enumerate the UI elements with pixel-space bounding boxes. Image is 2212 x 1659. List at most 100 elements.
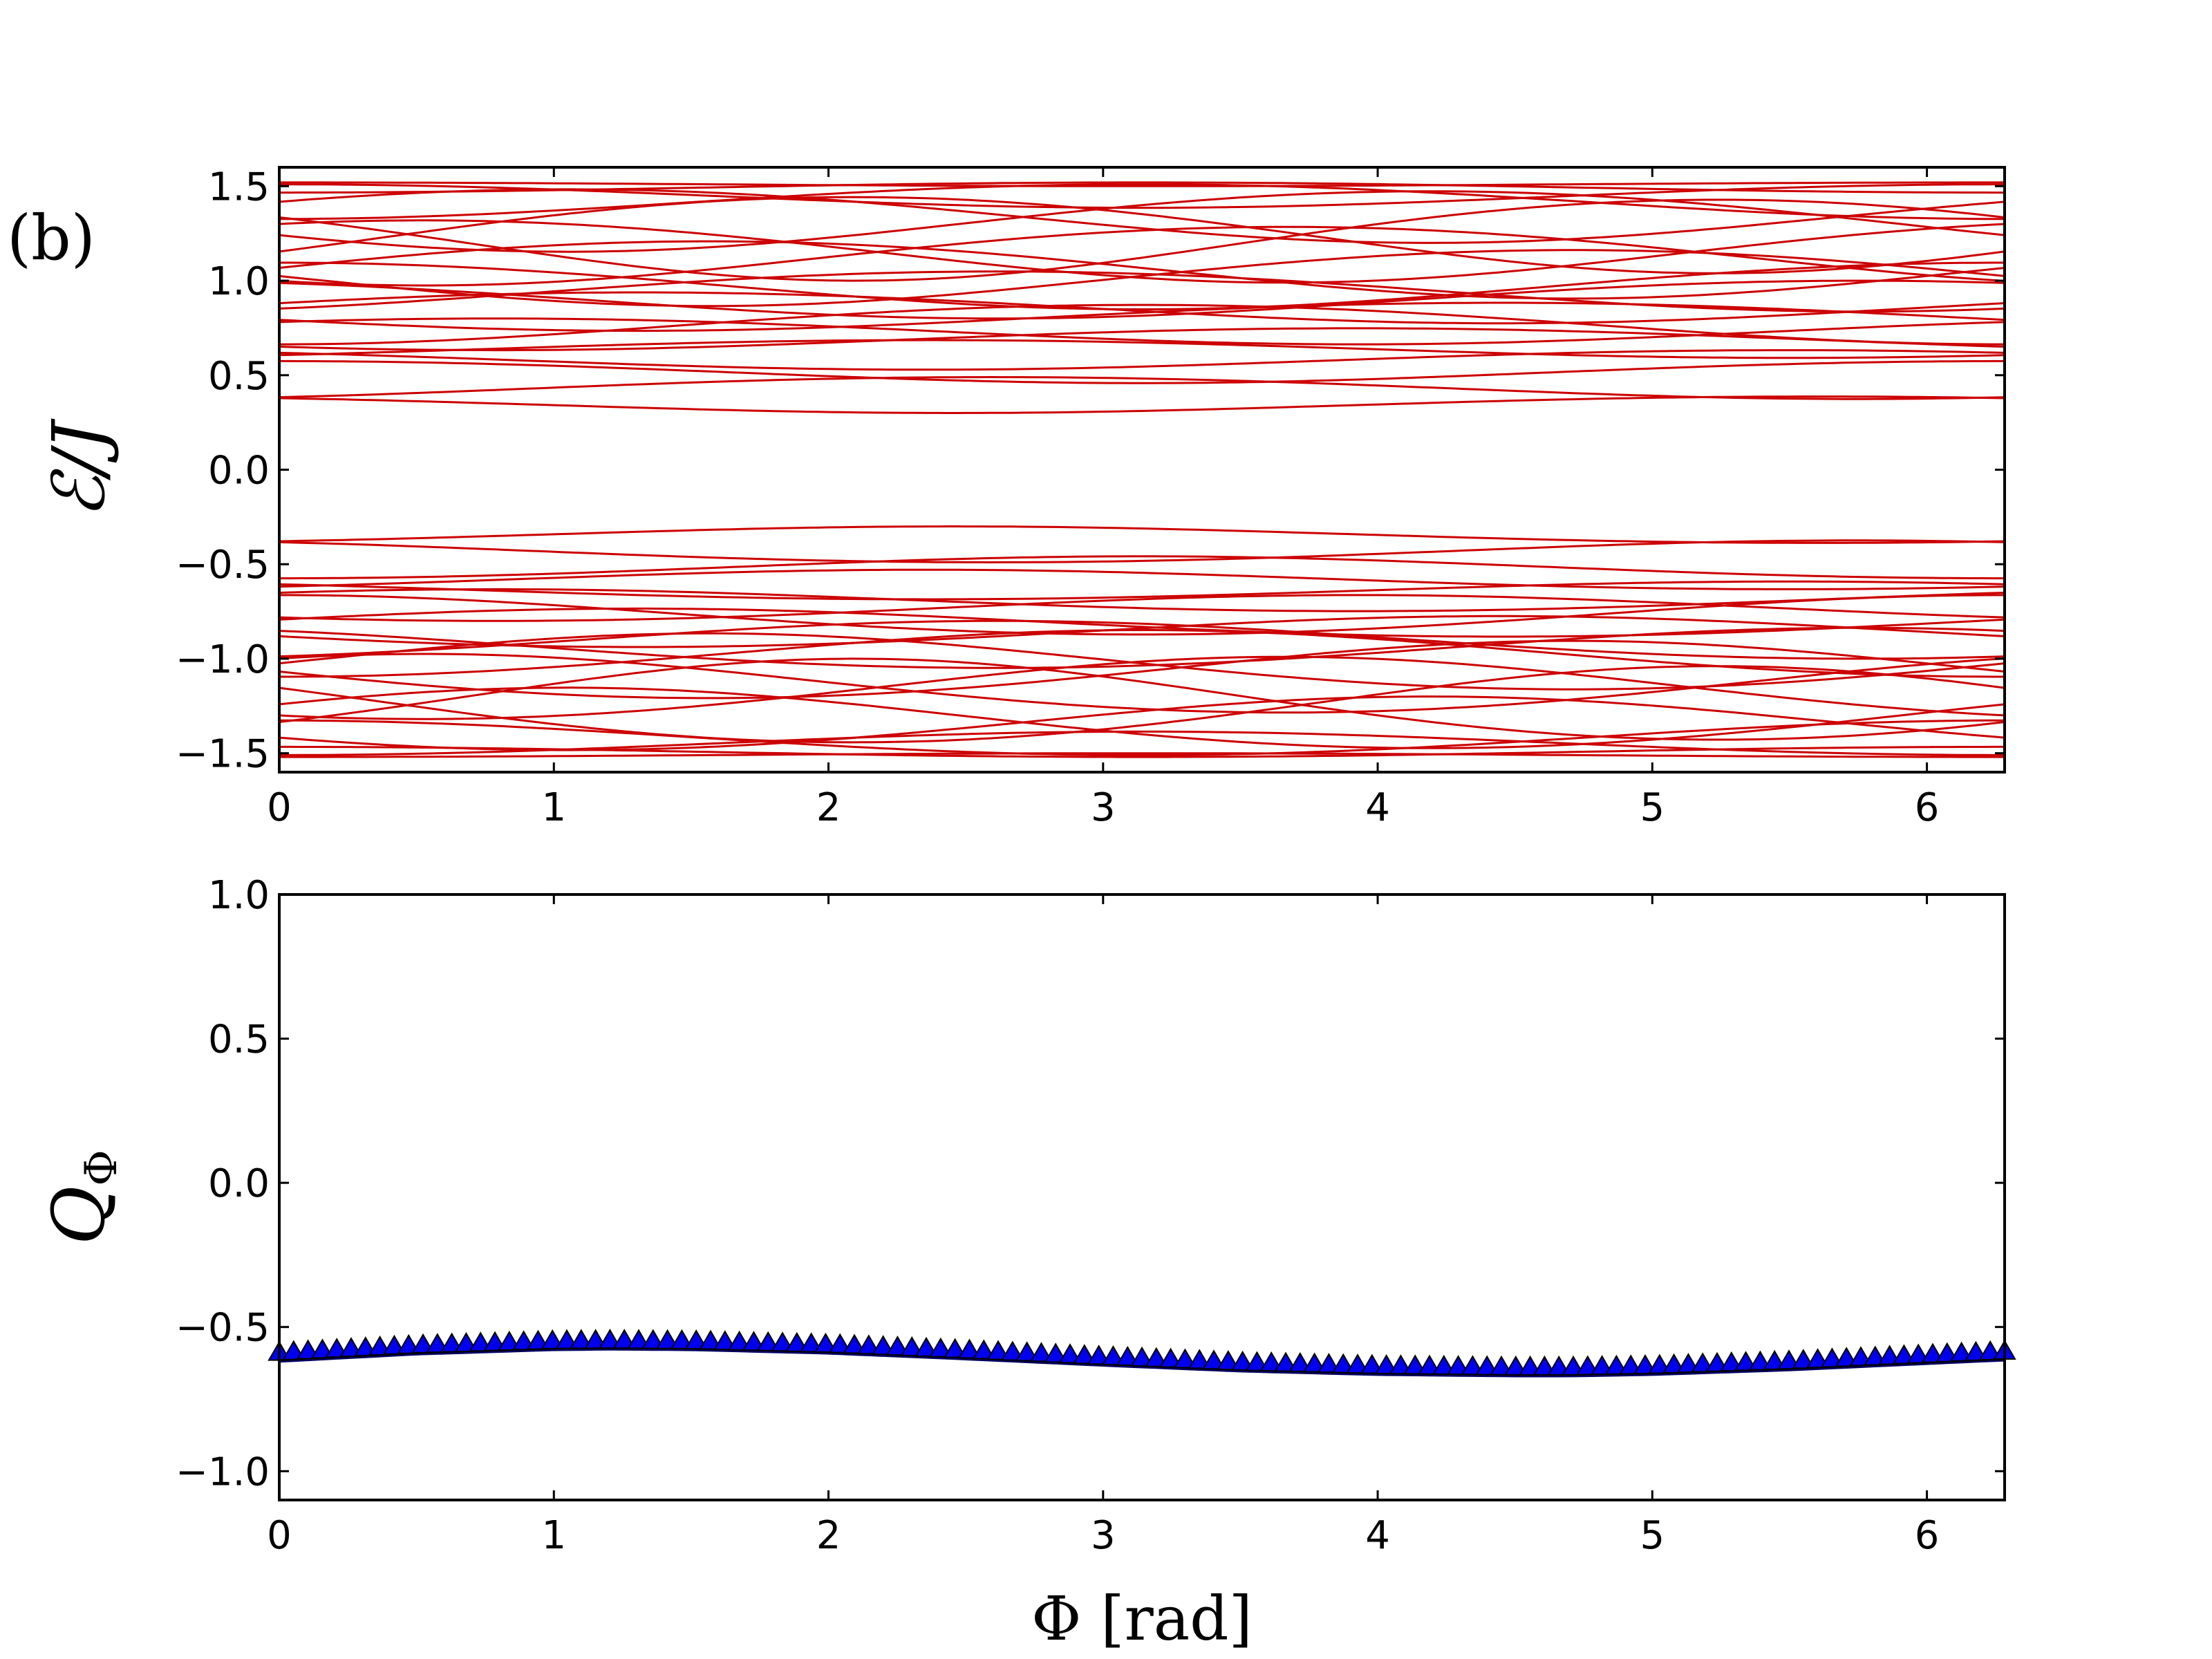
charge-marker [1763,1349,1786,1370]
charge-marker [1936,1342,1959,1362]
lower-energy-level-16 [279,607,2005,638]
charge-marker [1374,1353,1398,1374]
energy-spectrum-panel: 0 1 2 3 4 5 6 1.5 1.0 0.5 0.0 −0.5 −1.0 −1.5 ℰ/J [37,165,2006,830]
lower-energy-level-7 [279,657,2005,741]
bottom-ytick-label: 0.0 [208,1161,270,1206]
charge-marker [1676,1353,1700,1374]
charge-marker [727,1330,751,1351]
bottom-ytick-label: −0.5 [176,1306,270,1351]
charge-marker [1518,1355,1542,1376]
upper-energy-level-0 [279,181,2005,187]
charge-marker [310,1338,335,1359]
top-x-ticks: 0 1 2 3 4 5 6 [267,167,1939,830]
charge-marker [1087,1344,1111,1365]
charge-marker [943,1338,967,1358]
charge-marker [1921,1342,1944,1363]
lower-energy-level-15 [279,615,2005,648]
charge-marker [325,1338,348,1358]
charge-markers [268,1329,2016,1378]
top-xtick-label: 5 [1640,785,1665,830]
charge-marker [1777,1349,1801,1370]
top-xtick-label: 3 [1091,785,1116,830]
upper-energy-level-4 [279,188,2005,244]
upper-energy-level-15 [279,291,2005,325]
upper-energy-level-24 [279,395,2005,414]
charge-marker [512,1330,536,1351]
charge-marker [1734,1351,1758,1371]
charge-marker [612,1329,636,1349]
charge-panel: 0 1 2 3 4 5 6 1.0 0.5 0.0 −0.5 −1.0 QΦ Φ [rad] [37,873,2016,1654]
charge-marker [1504,1355,1528,1376]
charge-marker [498,1331,521,1351]
bottom-xtick-label: 3 [1091,1513,1116,1558]
charge-marker [1648,1353,1671,1374]
charge-marker [1964,1340,1988,1361]
lower-energy-level-8 [279,655,2005,720]
charge-marker [1490,1355,1513,1376]
charge-marker [1202,1349,1226,1370]
bottom-y-axis-label: QΦ [37,1150,127,1245]
upper-energy-level-19 [279,327,2005,352]
charge-marker [756,1331,780,1351]
charge-marker [440,1332,464,1353]
top-xtick-label: 2 [816,785,841,830]
charge-marker [426,1333,449,1353]
lower-energy-level-0 [279,752,2005,758]
lower-energy-level-3 [279,719,2005,756]
charge-marker [1217,1350,1240,1371]
charge-marker [1576,1355,1600,1376]
top-y-ticks: 1.5 1.0 0.5 0.0 −0.5 −1.0 −1.5 [176,165,2005,777]
charge-marker [483,1331,507,1351]
charge-marker [957,1338,982,1359]
charge-marker [1906,1343,1930,1364]
top-ytick-label: 1.0 [208,259,270,304]
charge-marker [1073,1344,1096,1365]
charge-marker [1633,1354,1657,1375]
charge-marker [1145,1347,1168,1367]
charge-marker [1533,1355,1557,1376]
charge-marker [1101,1345,1125,1366]
charge-marker [1302,1352,1327,1373]
charge-marker [885,1335,910,1356]
charge-marker [1331,1353,1355,1374]
top-ytick-label: 0.0 [208,449,270,494]
charge-marker [900,1336,924,1357]
charge-marker [1475,1355,1499,1376]
charge-marker [1389,1354,1413,1375]
top-ytick-label: 1.5 [208,165,270,209]
lower-energy-level-13 [279,626,2005,669]
charge-marker [411,1333,435,1353]
charge-marker [1748,1350,1772,1371]
top-ytick-label: −1.0 [176,637,270,682]
bottom-xtick-label: 1 [541,1513,566,1558]
bottom-axes-frame [278,893,2006,1501]
charge-marker [1188,1349,1211,1369]
panel-label: (b) [7,202,95,274]
charge-marker [1418,1354,1441,1375]
upper-energy-level-22 [279,359,2005,384]
upper-energy-level-21 [279,349,2005,371]
charge-marker [1360,1353,1384,1374]
charge-marker [1029,1342,1053,1362]
charge-marker [1792,1349,1815,1369]
charge-marker [583,1329,608,1349]
charge-marker [1173,1348,1197,1369]
bottom-x-ticks: 0 1 2 3 4 5 6 [267,894,1939,1558]
bottom-ytick-label: 0.5 [208,1018,270,1062]
charge-marker [1619,1354,1642,1375]
charge-marker [929,1337,953,1358]
charge-marker [282,1340,306,1360]
charge-marker [1274,1351,1297,1372]
charge-marker [1547,1355,1571,1376]
charge-marker [339,1337,363,1358]
charge-marker [799,1332,823,1353]
charge-marker [1130,1346,1154,1367]
top-ytick-label: −0.5 [176,543,270,588]
charge-marker [1590,1355,1614,1376]
lower-energy-level-18 [279,594,2005,622]
lower-energy-level-5 [279,686,2005,749]
top-xtick-label: 1 [541,785,566,830]
bottom-xtick-label: 6 [1915,1513,1940,1558]
top-xtick-label: 4 [1365,785,1390,830]
charge-marker [1403,1354,1427,1375]
